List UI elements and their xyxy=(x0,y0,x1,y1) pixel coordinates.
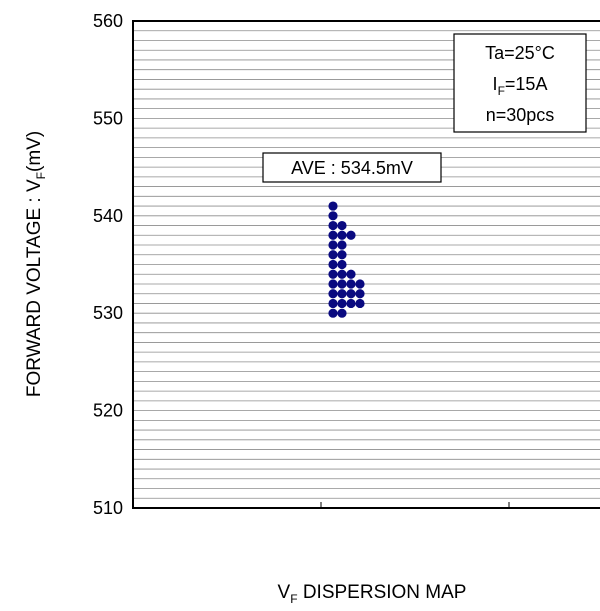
data-point xyxy=(328,240,338,250)
data-point xyxy=(346,279,356,289)
average-label-box xyxy=(262,152,442,183)
data-point xyxy=(328,269,338,279)
data-point xyxy=(337,308,347,318)
data-point xyxy=(337,240,347,250)
data-point xyxy=(346,269,356,279)
conditions-box-frame xyxy=(453,33,587,133)
data-point xyxy=(346,298,356,309)
data-point xyxy=(328,250,338,260)
data-point xyxy=(337,259,347,270)
conditions-box: Ta=25°C IF=15A n=30pcs xyxy=(453,33,587,133)
conditions-sample-count: n=30pcs xyxy=(486,105,555,125)
data-point xyxy=(355,279,365,289)
average-label: AVE : 534.5mV xyxy=(291,158,413,178)
average-annotation: AVE : 534.5mV xyxy=(262,152,442,183)
conditions-temperature: Ta=25°C xyxy=(485,43,555,63)
data-point xyxy=(328,211,338,221)
conditions-current: IF=15A xyxy=(493,74,548,98)
x-axis-title: VF DISPERSION MAP xyxy=(278,582,467,606)
data-point xyxy=(328,289,338,299)
data-point xyxy=(337,289,347,299)
data-points xyxy=(328,201,365,318)
data-point xyxy=(328,259,338,270)
data-point xyxy=(355,289,365,299)
data-point xyxy=(328,308,338,318)
y-tick-label: 560 xyxy=(93,11,123,31)
data-point xyxy=(328,201,338,211)
data-point xyxy=(328,298,338,309)
data-point xyxy=(337,230,347,240)
y-axis-title: FORWARD VOLTAGE : VF(mV) xyxy=(24,131,48,397)
data-point xyxy=(337,269,347,279)
y-tick-label: 520 xyxy=(93,401,123,421)
y-tick-labels: 510 520 530 540 550 560 xyxy=(93,11,123,518)
data-point xyxy=(328,279,338,289)
y-tick-label: 550 xyxy=(93,108,123,128)
y-tick-label: 530 xyxy=(93,303,123,323)
data-point xyxy=(328,230,338,240)
y-tick-label: 540 xyxy=(93,206,123,226)
data-point xyxy=(346,230,356,240)
data-point xyxy=(346,289,356,299)
plot-area-frame xyxy=(132,20,600,509)
y-tick-label: 510 xyxy=(93,498,123,518)
data-point xyxy=(337,298,347,309)
data-point xyxy=(337,250,347,260)
data-point xyxy=(355,298,365,309)
data-point xyxy=(328,220,338,231)
data-point xyxy=(337,220,347,231)
data-point xyxy=(337,279,347,289)
